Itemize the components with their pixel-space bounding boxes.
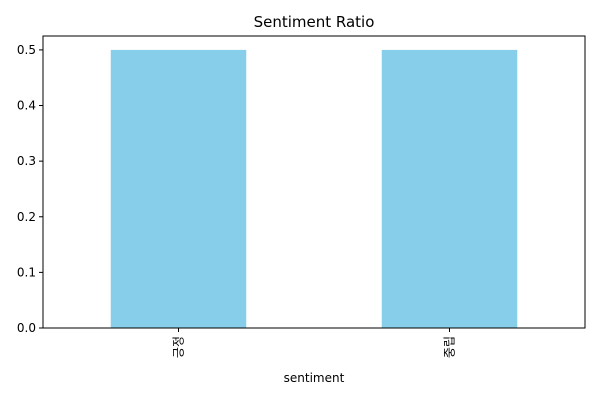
y-axis: 0.0 0.1 0.2 0.3 0.4 0.5 xyxy=(17,43,43,335)
y-tick-label-5: 0.5 xyxy=(17,43,36,57)
x-axis: 긍정 중립 xyxy=(172,328,457,358)
y-tick-label-4: 0.4 xyxy=(17,99,36,113)
y-tick-label-2: 0.2 xyxy=(17,210,36,224)
bars-layer xyxy=(110,49,518,329)
y-tick-label-3: 0.3 xyxy=(17,154,36,168)
x-tick-label-1: 중립 xyxy=(443,336,457,358)
plot-frame xyxy=(42,35,586,329)
chart-title: Sentiment Ratio xyxy=(254,13,375,31)
bar-0 xyxy=(110,49,247,329)
y-tick-label-1: 0.1 xyxy=(17,265,36,279)
bar-1 xyxy=(381,49,518,329)
x-tick-label-0: 긍정 xyxy=(172,336,186,358)
y-tick-label-0: 0.0 xyxy=(17,321,36,335)
x-axis-label: sentiment xyxy=(284,371,345,385)
